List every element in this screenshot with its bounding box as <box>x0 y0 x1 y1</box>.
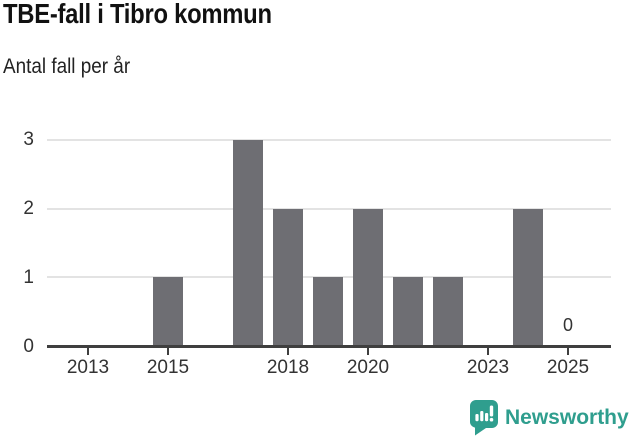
x-tick-2015 <box>167 348 169 355</box>
bar-2018 <box>273 208 303 346</box>
x-tick-2018 <box>287 348 289 355</box>
gridline-2 <box>47 207 611 210</box>
bar-2022 <box>433 277 463 346</box>
x-tick-2023 <box>487 348 489 355</box>
x-axis-label-2023: 2023 <box>466 357 510 378</box>
chart-subtitle: Antal fall per år <box>3 55 131 78</box>
y-axis-label-0: 0 <box>23 335 34 357</box>
y-axis-label-2: 2 <box>23 198 34 220</box>
gridline-3 <box>47 138 611 141</box>
chart-title: TBE-fall i Tibro kommun <box>3 0 272 29</box>
x-axis-label-2025: 2025 <box>546 357 590 378</box>
bar-2017 <box>233 139 263 346</box>
newsworthy-brand-link[interactable]: Newsworthy <box>470 400 629 436</box>
x-axis-line <box>47 345 611 348</box>
x-tick-2013 <box>87 348 89 355</box>
x-axis-label-2015: 2015 <box>146 357 190 378</box>
x-tick-2020 <box>367 348 369 355</box>
y-axis-label-1: 1 <box>23 266 34 288</box>
bar-2019 <box>313 277 343 346</box>
x-tick-2025 <box>567 348 569 355</box>
bar-2020 <box>353 208 383 346</box>
bar-2021 <box>393 277 423 346</box>
bar-2024 <box>513 208 543 346</box>
newsworthy-logo-icon <box>470 400 498 436</box>
x-axis-label-2013: 2013 <box>66 357 110 378</box>
value-label-2025: 0 <box>562 315 573 335</box>
x-axis-label-2018: 2018 <box>266 357 310 378</box>
newsworthy-brand-name: Newsworthy <box>505 406 629 429</box>
bar-2015 <box>153 277 183 346</box>
x-axis-label-2020: 2020 <box>346 357 390 378</box>
y-axis-label-3: 3 <box>23 129 34 151</box>
